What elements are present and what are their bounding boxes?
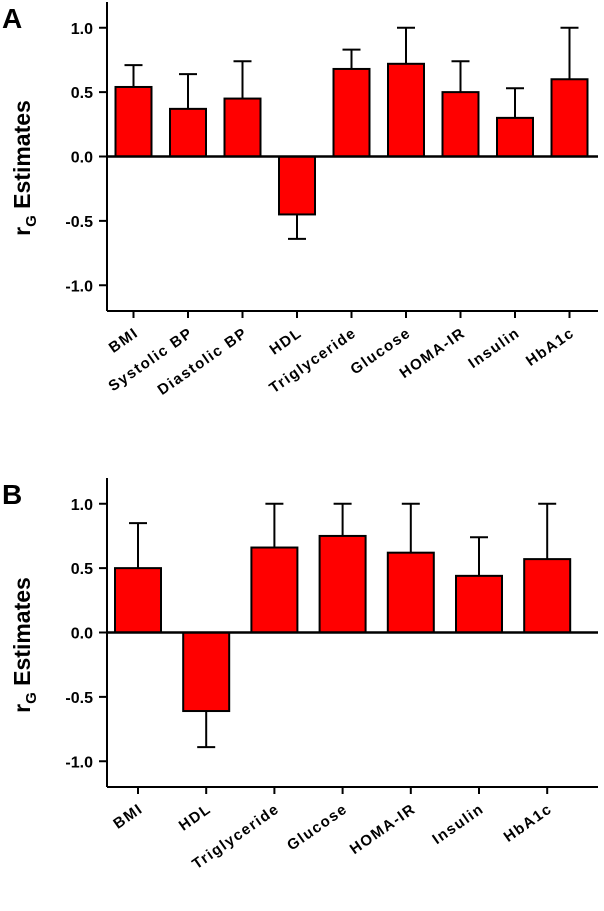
- y-tick-label: -0.5: [65, 690, 93, 707]
- x-tick-label: HbA1c: [523, 324, 578, 369]
- x-tick-label: Insulin: [465, 324, 523, 372]
- y-tick-label: -0.5: [65, 214, 93, 231]
- bar: [386, 551, 435, 634]
- y-axis-label-rest: Estimates: [9, 577, 35, 692]
- x-tick-label: HDL: [176, 800, 215, 834]
- y-axis-label-subscript: G: [23, 215, 40, 227]
- bar: [278, 155, 316, 216]
- bar: [114, 567, 162, 634]
- bar: [550, 78, 589, 158]
- y-axis-label-main: r: [9, 704, 35, 713]
- y-axis-label-rest: Estimates: [9, 100, 35, 215]
- bar: [318, 534, 367, 634]
- y-tick-label: 0.0: [71, 150, 93, 167]
- y-axis-label-subscript: G: [23, 692, 40, 704]
- bar: [169, 107, 207, 158]
- x-tick-label: BMI: [106, 324, 142, 356]
- bar: [223, 97, 262, 158]
- bar: [523, 558, 572, 634]
- panel-letter: A: [2, 3, 22, 34]
- y-tick-label: 0.0: [71, 626, 93, 643]
- y-axis-label-main: r: [9, 227, 35, 236]
- y-tick-label: -1.0: [65, 278, 93, 295]
- bar: [332, 67, 371, 158]
- x-tick-label: Glucose: [284, 800, 351, 854]
- y-axis-label: rG Estimates: [9, 577, 40, 713]
- bar: [387, 62, 425, 158]
- bar: [250, 546, 299, 634]
- y-tick-label: 1.0: [71, 21, 93, 38]
- y-tick-label: 0.5: [71, 85, 93, 102]
- x-tick-label: HDL: [267, 324, 306, 358]
- bar: [455, 574, 503, 634]
- bar: [114, 85, 153, 158]
- x-tick-label: HOMA-IR: [347, 800, 419, 858]
- y-tick-label: -1.0: [65, 754, 93, 771]
- bar: [496, 116, 534, 158]
- panel-letter: B: [2, 479, 22, 510]
- bar: [182, 631, 231, 713]
- y-tick-label: 1.0: [71, 497, 93, 514]
- x-tick-label: Insulin: [429, 800, 487, 848]
- x-tick-label: BMI: [110, 800, 146, 832]
- y-axis-label: rG Estimates: [9, 100, 40, 236]
- bar: [441, 91, 480, 158]
- x-tick-label: HbA1c: [501, 800, 556, 845]
- y-tick-label: 0.5: [71, 561, 93, 578]
